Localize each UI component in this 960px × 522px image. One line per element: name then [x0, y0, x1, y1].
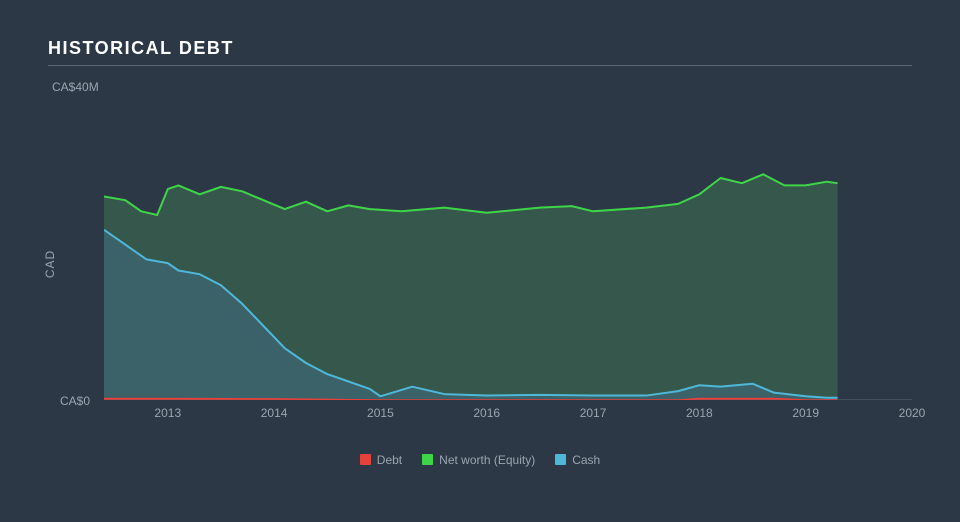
- x-tick-label: 2017: [580, 406, 607, 420]
- legend-swatch: [422, 454, 433, 465]
- title-underline: [48, 65, 912, 66]
- y-max-label: CA$40M: [52, 80, 99, 94]
- x-tick-label: 2020: [899, 406, 926, 420]
- legend-label: Net worth (Equity): [439, 453, 535, 467]
- x-tick-label: 2014: [261, 406, 288, 420]
- x-tick-label: 2019: [792, 406, 819, 420]
- legend-item: Cash: [555, 453, 600, 467]
- legend-item: Net worth (Equity): [422, 453, 535, 467]
- plot-svg: [104, 104, 912, 400]
- x-tick-label: 2016: [473, 406, 500, 420]
- legend: Debt Net worth (Equity) Cash: [48, 452, 912, 470]
- y-zero-label: CA$0: [60, 394, 90, 408]
- chart-title: HISTORICAL DEBT: [48, 38, 912, 59]
- chart-area: CA$40M CAD CA$0 201320142015201620172018…: [48, 84, 912, 444]
- plot-region: [104, 104, 912, 400]
- chart-container: HISTORICAL DEBT CA$40M CAD CA$0 2013 2014…: [0, 0, 960, 522]
- legend-item: Debt: [360, 453, 402, 467]
- legend-swatch: [360, 454, 371, 465]
- x-tick-label: 2015: [367, 406, 394, 420]
- legend-label: Debt: [377, 453, 402, 467]
- x-axis-labels: 20132014201520162017201820192020: [104, 406, 912, 422]
- y-axis-label: CAD: [43, 250, 57, 278]
- legend-label: Cash: [572, 453, 600, 467]
- x-tick-label: 2018: [686, 406, 713, 420]
- legend-swatch: [555, 454, 566, 465]
- x-tick-label: 2013: [154, 406, 181, 420]
